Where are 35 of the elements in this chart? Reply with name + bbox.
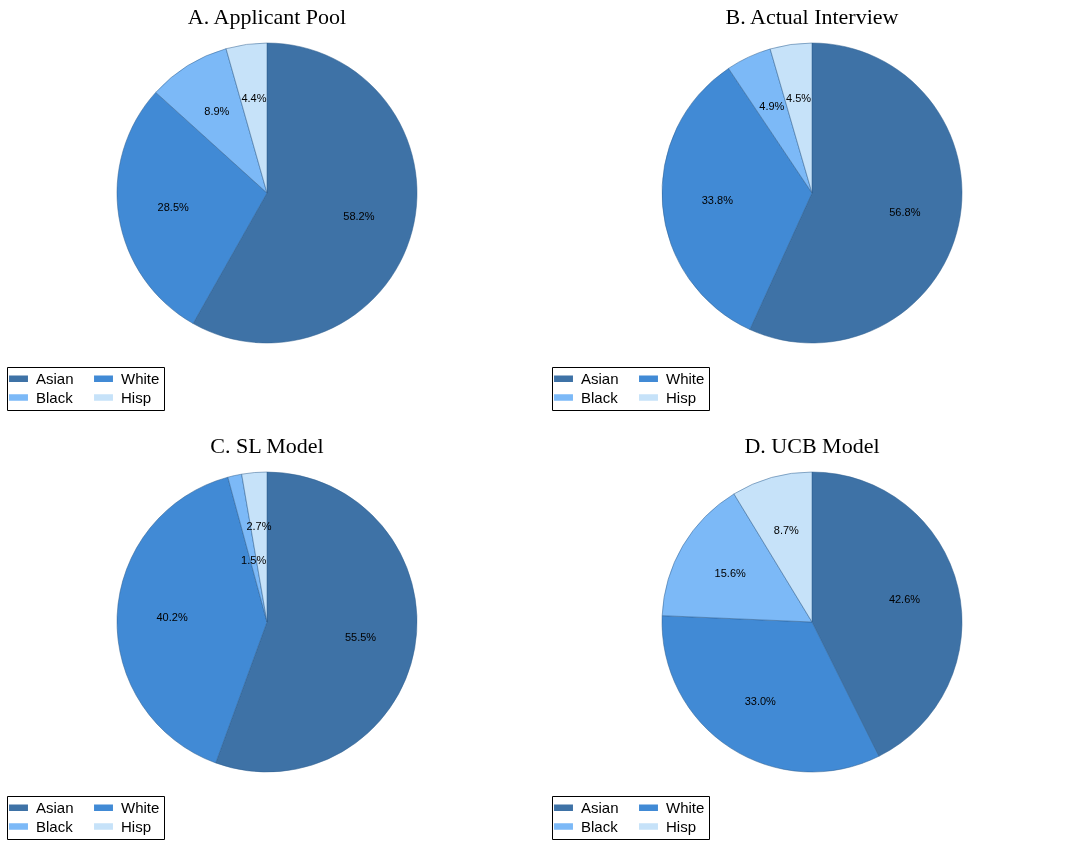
legend-label: Black: [581, 388, 619, 406]
legend-label: White: [121, 369, 160, 387]
legend-label: Asian: [36, 798, 74, 816]
data-label: 40.2%: [156, 610, 188, 623]
data-label: 42.6%: [888, 593, 921, 606]
chart-title: C. SL Model: [210, 433, 324, 458]
data-label: 8.9%: [204, 105, 230, 118]
data-label: 8.7%: [773, 523, 800, 536]
legend-label: Hisp: [121, 388, 152, 406]
legend-label: White: [121, 798, 160, 816]
chart-title: B. Actual Interview: [725, 4, 899, 29]
data-label: 4.9%: [759, 99, 785, 112]
data-label: 15.6%: [714, 566, 746, 579]
data-label: 4.5%: [786, 91, 812, 104]
legend-label: Asian: [581, 369, 619, 387]
legend-label: Asian: [36, 369, 74, 387]
legend-label: Black: [581, 817, 619, 835]
data-label: 56.8%: [889, 206, 921, 219]
data-label: 4.4%: [241, 91, 267, 104]
data-label: 28.5%: [157, 201, 190, 214]
legend-label: Hisp: [666, 817, 697, 835]
data-label: 33.8%: [701, 193, 734, 206]
legend-label: Asian: [581, 798, 619, 816]
legend-label: Hisp: [121, 817, 152, 835]
legend-label: Hisp: [666, 388, 697, 406]
data-label: 33.0%: [744, 694, 777, 707]
legend-label: White: [666, 369, 705, 387]
data-label: 58.2%: [343, 210, 375, 223]
data-label: 1.5%: [241, 554, 267, 567]
legend-label: Black: [36, 817, 74, 835]
legend-label: White: [666, 798, 705, 816]
chart-title: A. Applicant Pool: [187, 4, 347, 29]
legend-label: Black: [36, 388, 74, 406]
data-label: 55.5%: [344, 631, 377, 644]
chart-title: D. UCB Model: [744, 433, 880, 458]
